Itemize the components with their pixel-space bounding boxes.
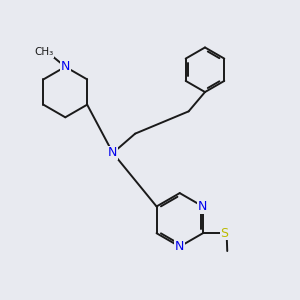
- Text: N: N: [175, 240, 184, 253]
- Text: N: N: [198, 200, 208, 213]
- Text: CH₃: CH₃: [34, 47, 53, 57]
- Text: N: N: [108, 146, 118, 160]
- Text: N: N: [61, 60, 70, 73]
- Text: S: S: [220, 227, 228, 240]
